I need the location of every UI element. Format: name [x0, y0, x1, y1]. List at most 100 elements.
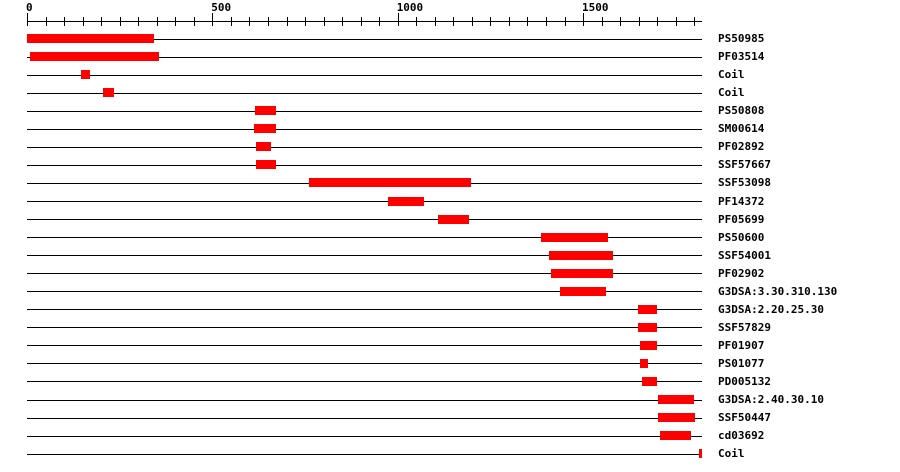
- track-label: SSF57829: [718, 320, 771, 334]
- ruler-minor-tick: [471, 17, 473, 26]
- track-label: PS50985: [718, 32, 765, 45]
- ruler-minor-tick: [490, 17, 492, 26]
- track-label: PS50600: [718, 230, 765, 244]
- domain-match-bar: [256, 160, 277, 170]
- domain-match-bar: [548, 250, 613, 260]
- track-baseline: [27, 56, 703, 58]
- ruler-minor-tick: [82, 17, 84, 26]
- ruler-minor-tick: [416, 17, 418, 26]
- track-baseline: [27, 74, 703, 76]
- track-label: G3DSA:2.40.30.10: [718, 393, 824, 406]
- ruler-minor-tick: [156, 17, 158, 26]
- track-label: Coil: [718, 86, 745, 100]
- ruler-minor-tick: [138, 17, 140, 26]
- track-label: PS01077: [718, 356, 765, 370]
- track-baseline: [27, 128, 703, 130]
- track-baseline: [27, 164, 703, 166]
- domain-match-bar: [637, 304, 658, 314]
- domain-match-bar: [388, 196, 424, 206]
- ruler-minor-tick: [657, 17, 659, 26]
- track-baseline: [27, 110, 703, 112]
- track-baseline: [27, 309, 703, 311]
- track-label: PF02892: [718, 140, 765, 154]
- ruler-minor-tick: [342, 17, 344, 26]
- track-label: G3DSA:2.20.25.30: [718, 302, 824, 316]
- ruler-minor-tick: [638, 17, 640, 26]
- ruler-minor-tick: [508, 17, 510, 26]
- track-baseline: [27, 417, 703, 419]
- domain-match-bar: [657, 395, 695, 404]
- domain-match-bar: [256, 142, 271, 152]
- track-label: SSF50447: [718, 411, 771, 425]
- domain-match-bar: [560, 286, 606, 296]
- ruler-minor-tick: [360, 17, 362, 26]
- domain-match-bar: [657, 413, 695, 423]
- ruler-minor-tick: [323, 17, 325, 26]
- track-label: PF02902: [718, 266, 765, 280]
- track-label: Coil: [718, 447, 745, 461]
- ruler-minor-tick: [675, 17, 677, 26]
- domain-match-bar: [81, 70, 90, 80]
- track-baseline: [27, 273, 703, 275]
- ruler-minor-tick: [119, 17, 121, 26]
- track-baseline: [27, 255, 703, 257]
- track-baseline: [27, 291, 703, 293]
- ruler-minor-tick: [564, 17, 566, 26]
- domain-match-bar: [698, 449, 703, 459]
- track-baseline: [27, 453, 703, 455]
- ruler-minor-tick: [601, 17, 603, 26]
- ruler-major-tick: [583, 13, 584, 26]
- ruler-minor-tick: [193, 17, 195, 26]
- domain-match-bar: [637, 322, 658, 332]
- domain-match-bar: [640, 358, 648, 368]
- ruler-tick-label: 1500: [582, 1, 609, 14]
- ruler-major-tick: [212, 13, 214, 26]
- ruler-tick-label: 0: [26, 1, 33, 14]
- track-baseline: [27, 146, 703, 148]
- domain-match-bar: [541, 232, 608, 242]
- track-baseline: [27, 363, 703, 365]
- domain-match-bar: [27, 34, 155, 43]
- ruler-minor-tick: [45, 17, 47, 26]
- track-label: PF01907: [718, 338, 765, 352]
- track-label: SSF54001: [718, 248, 771, 262]
- ruler-major-tick: [27, 13, 28, 26]
- ruler-minor-tick: [267, 17, 269, 26]
- ruler-minor-tick: [230, 17, 232, 26]
- ruler-minor-tick: [379, 17, 381, 26]
- ruler-tick-label: 500: [211, 1, 232, 14]
- ruler-minor-tick: [249, 17, 251, 26]
- domain-match-bar: [640, 340, 658, 350]
- ruler-minor-tick: [175, 17, 177, 26]
- domain-match-bar: [660, 431, 691, 441]
- track-baseline: [27, 435, 703, 437]
- ruler-minor-tick: [694, 17, 696, 26]
- track-label: SM00614: [718, 122, 765, 136]
- ruler-major-tick: [397, 13, 399, 26]
- ruler-minor-tick: [286, 17, 288, 26]
- track-baseline: [27, 219, 703, 220]
- ruler-minor-tick: [64, 17, 66, 26]
- track-baseline: [27, 399, 703, 401]
- track-label: PF03514: [718, 50, 765, 63]
- domain-match-bar: [438, 214, 469, 224]
- track-baseline: [27, 381, 703, 383]
- ruler-minor-tick: [101, 17, 103, 26]
- track-baseline: [27, 345, 703, 347]
- domain-match-bar: [253, 124, 276, 134]
- ruler-minor-tick: [545, 17, 547, 26]
- track-label: cd03692: [718, 429, 765, 443]
- track-label: PF05699: [718, 212, 765, 226]
- ruler-baseline: [27, 21, 703, 22]
- track-baseline: [27, 201, 703, 202]
- track-baseline: [27, 92, 703, 94]
- track-label: Coil: [718, 68, 745, 82]
- domain-match-bar: [309, 178, 472, 188]
- ruler-minor-tick: [305, 17, 306, 26]
- domain-match-bar: [551, 268, 613, 278]
- track-baseline: [27, 237, 703, 239]
- track-label: PD005132: [718, 374, 771, 388]
- track-label: PS50808: [718, 104, 765, 118]
- track-baseline: [27, 327, 703, 329]
